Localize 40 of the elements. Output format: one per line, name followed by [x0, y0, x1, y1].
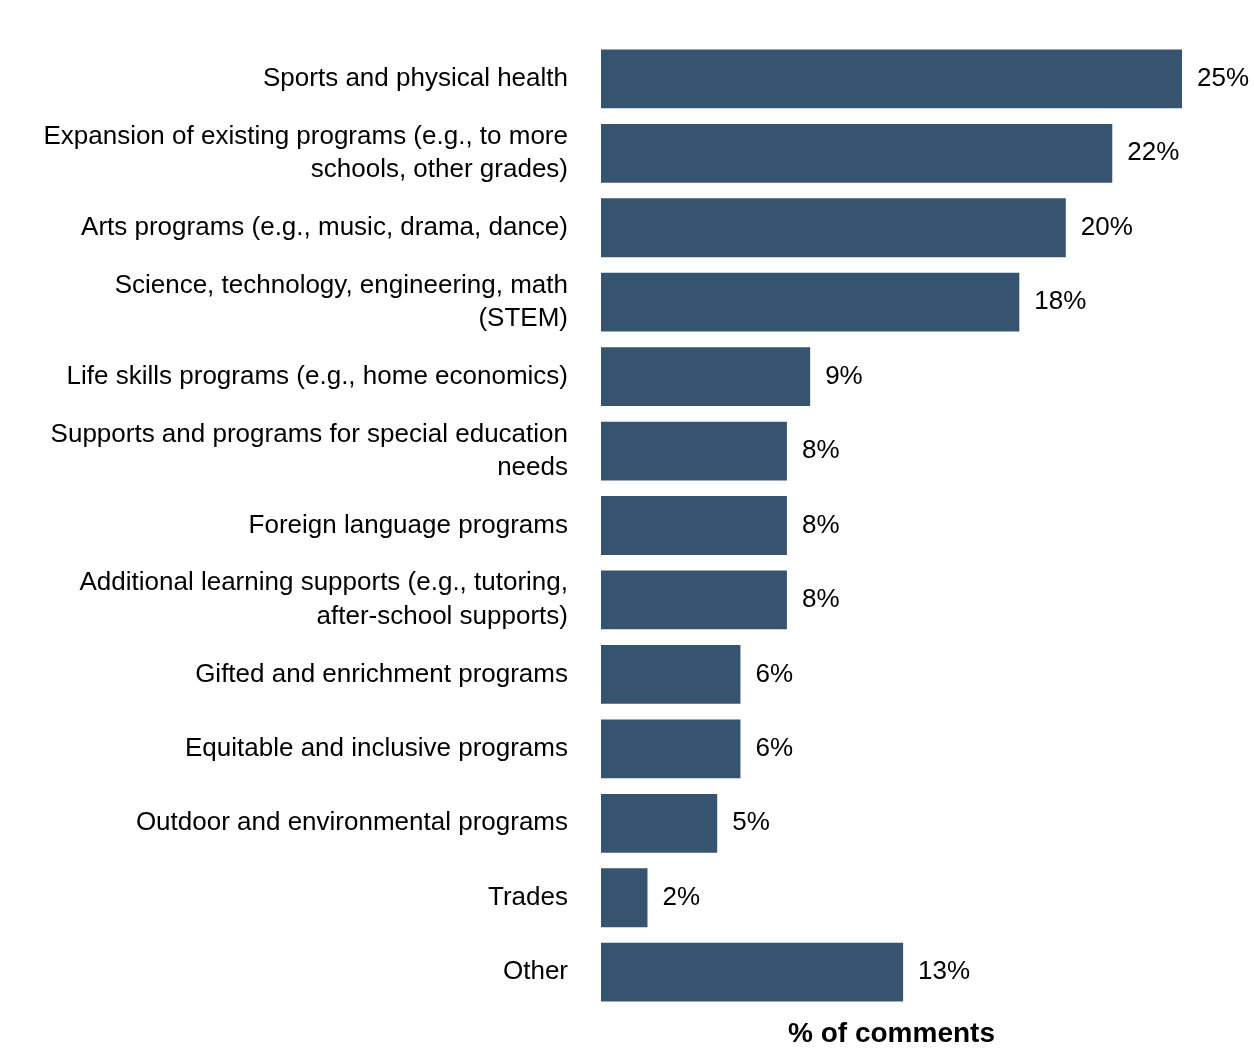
y-tick-label: Science, technology, engineering, math (STEM)	[114, 268, 568, 332]
bar	[601, 719, 741, 779]
bar	[601, 347, 811, 407]
y-tick-label: Arts programs (e.g., music, drama, dance)	[81, 210, 568, 241]
bar	[601, 123, 1113, 183]
y-tick-label: Equitable and inclusive programs	[185, 732, 568, 763]
data-label: 8%	[801, 434, 840, 465]
data-label: 9%	[825, 359, 863, 390]
y-tick-label: Outdoor and environmental programs	[135, 806, 568, 837]
bar	[601, 421, 787, 481]
data-label: 18%	[1034, 285, 1087, 316]
data-label: 20%	[1080, 210, 1133, 241]
y-tick-label: Additional learning supports (e.g., tutoring, after-school supports)	[79, 566, 568, 630]
data-label: 8%	[801, 508, 840, 539]
data-label: 13%	[918, 955, 971, 986]
data-label: 5%	[732, 806, 770, 837]
bar	[601, 645, 741, 704]
bar	[601, 570, 787, 630]
x-axis-title: % of comments	[788, 1016, 995, 1048]
data-label: 22%	[1127, 136, 1180, 167]
data-label: 25%	[1197, 62, 1250, 93]
y-tick-label: Supports and programs for special education needs	[50, 417, 568, 481]
data-label: 2%	[662, 880, 701, 911]
data-label: 8%	[801, 583, 840, 614]
y-tick-label: Foreign language programs	[248, 508, 568, 539]
y-tick-label: Sports and physical health	[263, 62, 568, 93]
bar	[601, 198, 1066, 258]
y-tick-label: Trades	[488, 880, 568, 911]
data-label: 6%	[755, 657, 794, 688]
bar	[601, 868, 648, 928]
y-tick-label: Gifted and enrichment programs	[195, 657, 568, 688]
data-label: 6%	[755, 732, 794, 763]
bar	[601, 793, 718, 853]
y-tick-label: Expansion of existing programs (e.g., to more schools, other grades)	[43, 119, 568, 184]
bar	[601, 496, 787, 555]
bar	[601, 272, 1020, 332]
y-tick-label: Other	[502, 955, 569, 986]
bar	[601, 942, 904, 1002]
bar	[601, 49, 1182, 109]
y-tick-label: Life skills programs (e.g., home economics)	[66, 359, 568, 390]
